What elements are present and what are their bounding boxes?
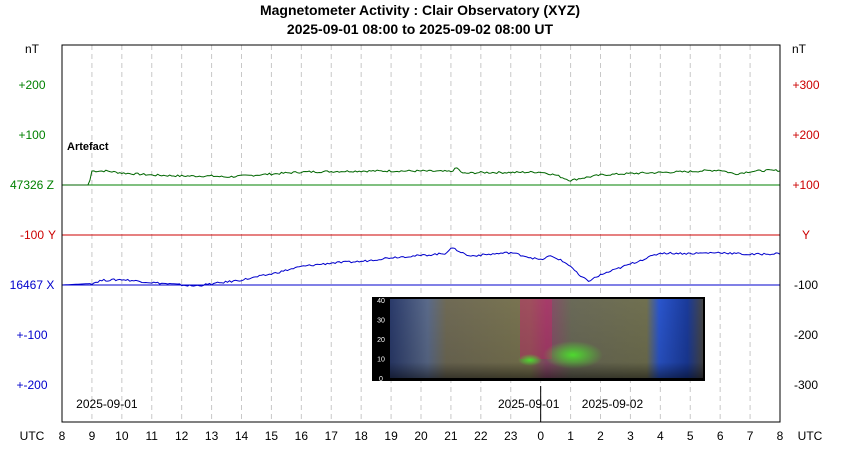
date-label: 2025-09-01 (76, 397, 138, 411)
x-tick-label: 0 (537, 429, 544, 443)
x-tick-label: 5 (687, 429, 694, 443)
inset-y-ticks: 40 30 20 10 0 (377, 298, 385, 383)
x-tick-label: 8 (777, 429, 784, 443)
x-tick-label: 6 (717, 429, 724, 443)
right-y-tick-label: +100 (792, 178, 819, 192)
inset-y-tick-label: 20 (377, 337, 385, 344)
date-label: 2025-09-02 (582, 397, 644, 411)
x-tick-label: 4 (657, 429, 664, 443)
series-group (61, 167, 781, 287)
left-y-tick-label: +100 (18, 128, 45, 142)
right-unit-label: nT (792, 42, 807, 56)
x-tick-label: 2 (597, 429, 604, 443)
x-tick-label: 11 (146, 429, 159, 443)
plot-frame (61, 44, 781, 423)
inset-y-tick-label: 10 (377, 357, 385, 364)
left-y-tick-label: +-100 (16, 328, 47, 342)
x-axis-label-left: UTC (20, 429, 45, 443)
x-axis-label-right: UTC (798, 429, 823, 443)
right-y-tick-label: -100 (794, 278, 818, 292)
x-axis-ticks: 8 9 10 11 12 13 14 15 16 17 18 19 20 21 22 23 0 1 2 3 4 5 6 7 8U… (20, 429, 823, 443)
right-y-tick-label: +200 (792, 128, 819, 142)
right-y-tick-label: Y (802, 228, 810, 242)
x-tick-label: 20 (414, 429, 428, 443)
x-tick-label: 14 (235, 429, 249, 443)
x-tick-label: 3 (627, 429, 634, 443)
left-y-tick-label: 16467 X (10, 278, 55, 292)
left-y-tick-label: +200 (18, 78, 45, 92)
left-y-tick-label: -100 (20, 228, 44, 242)
date-labels: 2025-09-01 2025-09-01 2025-09-02 (76, 397, 643, 411)
chart-subtitle: 2025-09-01 08:00 to 2025-09-02 08:00 UT (287, 21, 554, 37)
left-y-tick-label: 47326 Z (10, 178, 54, 192)
x-tick-label: 13 (205, 429, 219, 443)
left-y-tick-label: +-200 (16, 378, 47, 392)
date-label: 2025-09-01 (498, 397, 560, 411)
inset-y-tick-label: 0 (379, 376, 383, 383)
x-tick-label: 18 (354, 429, 368, 443)
x-tick-label: 1 (567, 429, 574, 443)
right-y-tick-label: -300 (794, 378, 818, 392)
x-tick-label: 21 (444, 429, 458, 443)
x-tick-label: 12 (175, 429, 189, 443)
x-tick-label: 16 (295, 429, 309, 443)
chart-title: Magnetometer Activity : Clair Observator… (260, 2, 580, 18)
x-tick-label: 19 (384, 429, 398, 443)
series-line (62, 167, 781, 186)
x-tick-label: 22 (474, 429, 488, 443)
left-y-tick-label: Y (48, 228, 56, 242)
x-tick-label: 17 (325, 429, 339, 443)
artefact-annotation: Artefact (67, 141, 109, 153)
x-tick-label: 15 (265, 429, 279, 443)
inset-y-tick-label: 30 (377, 318, 385, 325)
right-y-tick-label: -200 (794, 328, 818, 342)
inset-shade (390, 299, 703, 378)
aurora-inset: 40 30 20 10 0 (372, 297, 705, 383)
x-tick-label: 23 (504, 429, 518, 443)
right-y-tick-label: +300 (792, 78, 819, 92)
left-unit-label: nT (25, 42, 40, 56)
series-line (61, 247, 781, 287)
inset-y-tick-label: 40 (377, 298, 385, 305)
x-tick-label: 9 (89, 429, 96, 443)
x-tick-label: 7 (747, 429, 754, 443)
x-tick-label: 8 (59, 429, 66, 443)
x-tick-label: 10 (115, 429, 129, 443)
y-axis-ticks: +200 +100 47326 Z -100 Y 16467 X +-100 +-200 +30… (10, 78, 820, 392)
